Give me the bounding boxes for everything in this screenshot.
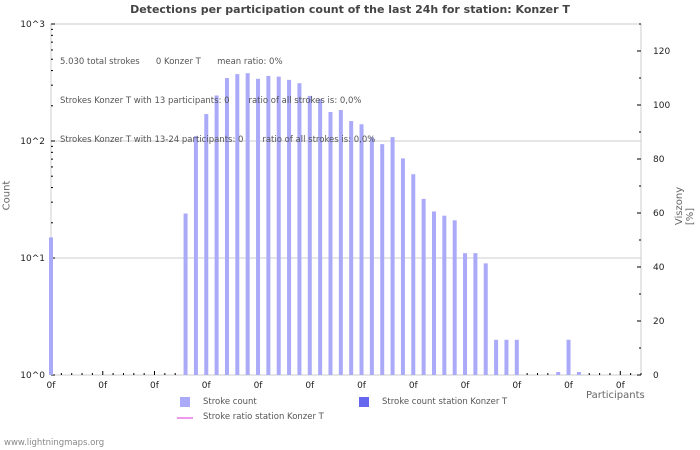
x-axis-label: Participants xyxy=(586,390,645,401)
bar xyxy=(359,124,364,375)
svg-text:120: 120 xyxy=(653,47,670,57)
svg-text:0f: 0f xyxy=(47,381,57,391)
svg-text:0f: 0f xyxy=(254,381,264,391)
svg-text:10^3: 10^3 xyxy=(20,20,45,30)
svg-text:10^1: 10^1 xyxy=(20,254,45,264)
legend-stroke-count: Stroke count xyxy=(203,397,257,407)
bar xyxy=(204,114,209,375)
legend-stroke-count-station: Stroke count station Konzer T xyxy=(382,397,508,407)
svg-text:0f: 0f xyxy=(357,381,367,391)
svg-text:10^2: 10^2 xyxy=(20,137,45,147)
svg-text:0f: 0f xyxy=(461,381,471,391)
svg-text:0f: 0f xyxy=(616,381,626,391)
legend-swatch-station xyxy=(359,397,369,407)
info-line-total: 5.030 total strokes 0 Konzer T mean rati… xyxy=(60,57,283,67)
svg-text:0f: 0f xyxy=(98,381,108,391)
svg-text:100: 100 xyxy=(653,101,670,111)
bar xyxy=(266,75,271,376)
legend-line-ratio xyxy=(177,417,193,419)
svg-text:0f: 0f xyxy=(512,381,522,391)
bar xyxy=(287,79,292,375)
bar xyxy=(380,144,385,375)
svg-text:0f: 0f xyxy=(150,381,160,391)
y-axis-label: Count xyxy=(1,180,13,211)
bar xyxy=(431,211,436,375)
bar xyxy=(318,99,323,376)
bar xyxy=(369,137,374,375)
svg-text:0: 0 xyxy=(653,371,659,381)
info-line-13-24: Strokes Konzer T with 13-24 participants… xyxy=(60,135,376,145)
chart-title: Detections per participation count of th… xyxy=(130,3,570,16)
svg-text:0f: 0f xyxy=(202,381,212,391)
bar xyxy=(452,220,457,375)
svg-text:60: 60 xyxy=(653,209,665,219)
info-box: 5.030 total strokes 0 Konzer T mean rati… xyxy=(60,30,375,160)
bar xyxy=(183,213,188,375)
bar xyxy=(421,198,426,375)
bar xyxy=(193,136,198,375)
bar xyxy=(49,237,53,375)
info-line-13: Strokes Konzer T with 13 participants: 0… xyxy=(60,96,362,106)
bar xyxy=(245,73,250,376)
bar xyxy=(328,111,333,376)
bar xyxy=(411,174,416,375)
bar xyxy=(483,263,488,375)
y2-axis-label: Viszony [%] xyxy=(674,186,697,226)
bar xyxy=(514,339,519,375)
bar xyxy=(494,339,499,375)
bar xyxy=(338,110,343,376)
bar xyxy=(390,137,395,375)
bar xyxy=(504,339,509,375)
bar xyxy=(256,78,261,376)
bar xyxy=(224,78,229,375)
bar xyxy=(235,74,240,375)
footer-link[interactable]: www.lightningmaps.org xyxy=(4,438,105,448)
svg-text:40: 40 xyxy=(653,263,665,273)
legend-stroke-ratio-station: Stroke ratio station Konzer T xyxy=(203,412,324,422)
svg-text:0f: 0f xyxy=(409,381,419,391)
svg-text:80: 80 xyxy=(653,155,665,165)
bar xyxy=(400,158,405,375)
svg-text:20: 20 xyxy=(653,317,665,327)
bar xyxy=(566,339,571,375)
legend-swatch-stroke-count xyxy=(180,397,190,407)
bar xyxy=(442,215,447,375)
svg-text:0f: 0f xyxy=(305,381,315,391)
bar xyxy=(297,83,302,376)
bar xyxy=(349,121,354,375)
bar xyxy=(576,372,581,375)
bar xyxy=(276,76,281,375)
bar xyxy=(473,253,478,375)
bar xyxy=(556,372,561,375)
bar xyxy=(463,253,468,375)
bar xyxy=(214,95,219,376)
svg-text:0f: 0f xyxy=(564,381,574,391)
bar xyxy=(307,95,312,375)
svg-text:10^0: 10^0 xyxy=(20,371,45,381)
